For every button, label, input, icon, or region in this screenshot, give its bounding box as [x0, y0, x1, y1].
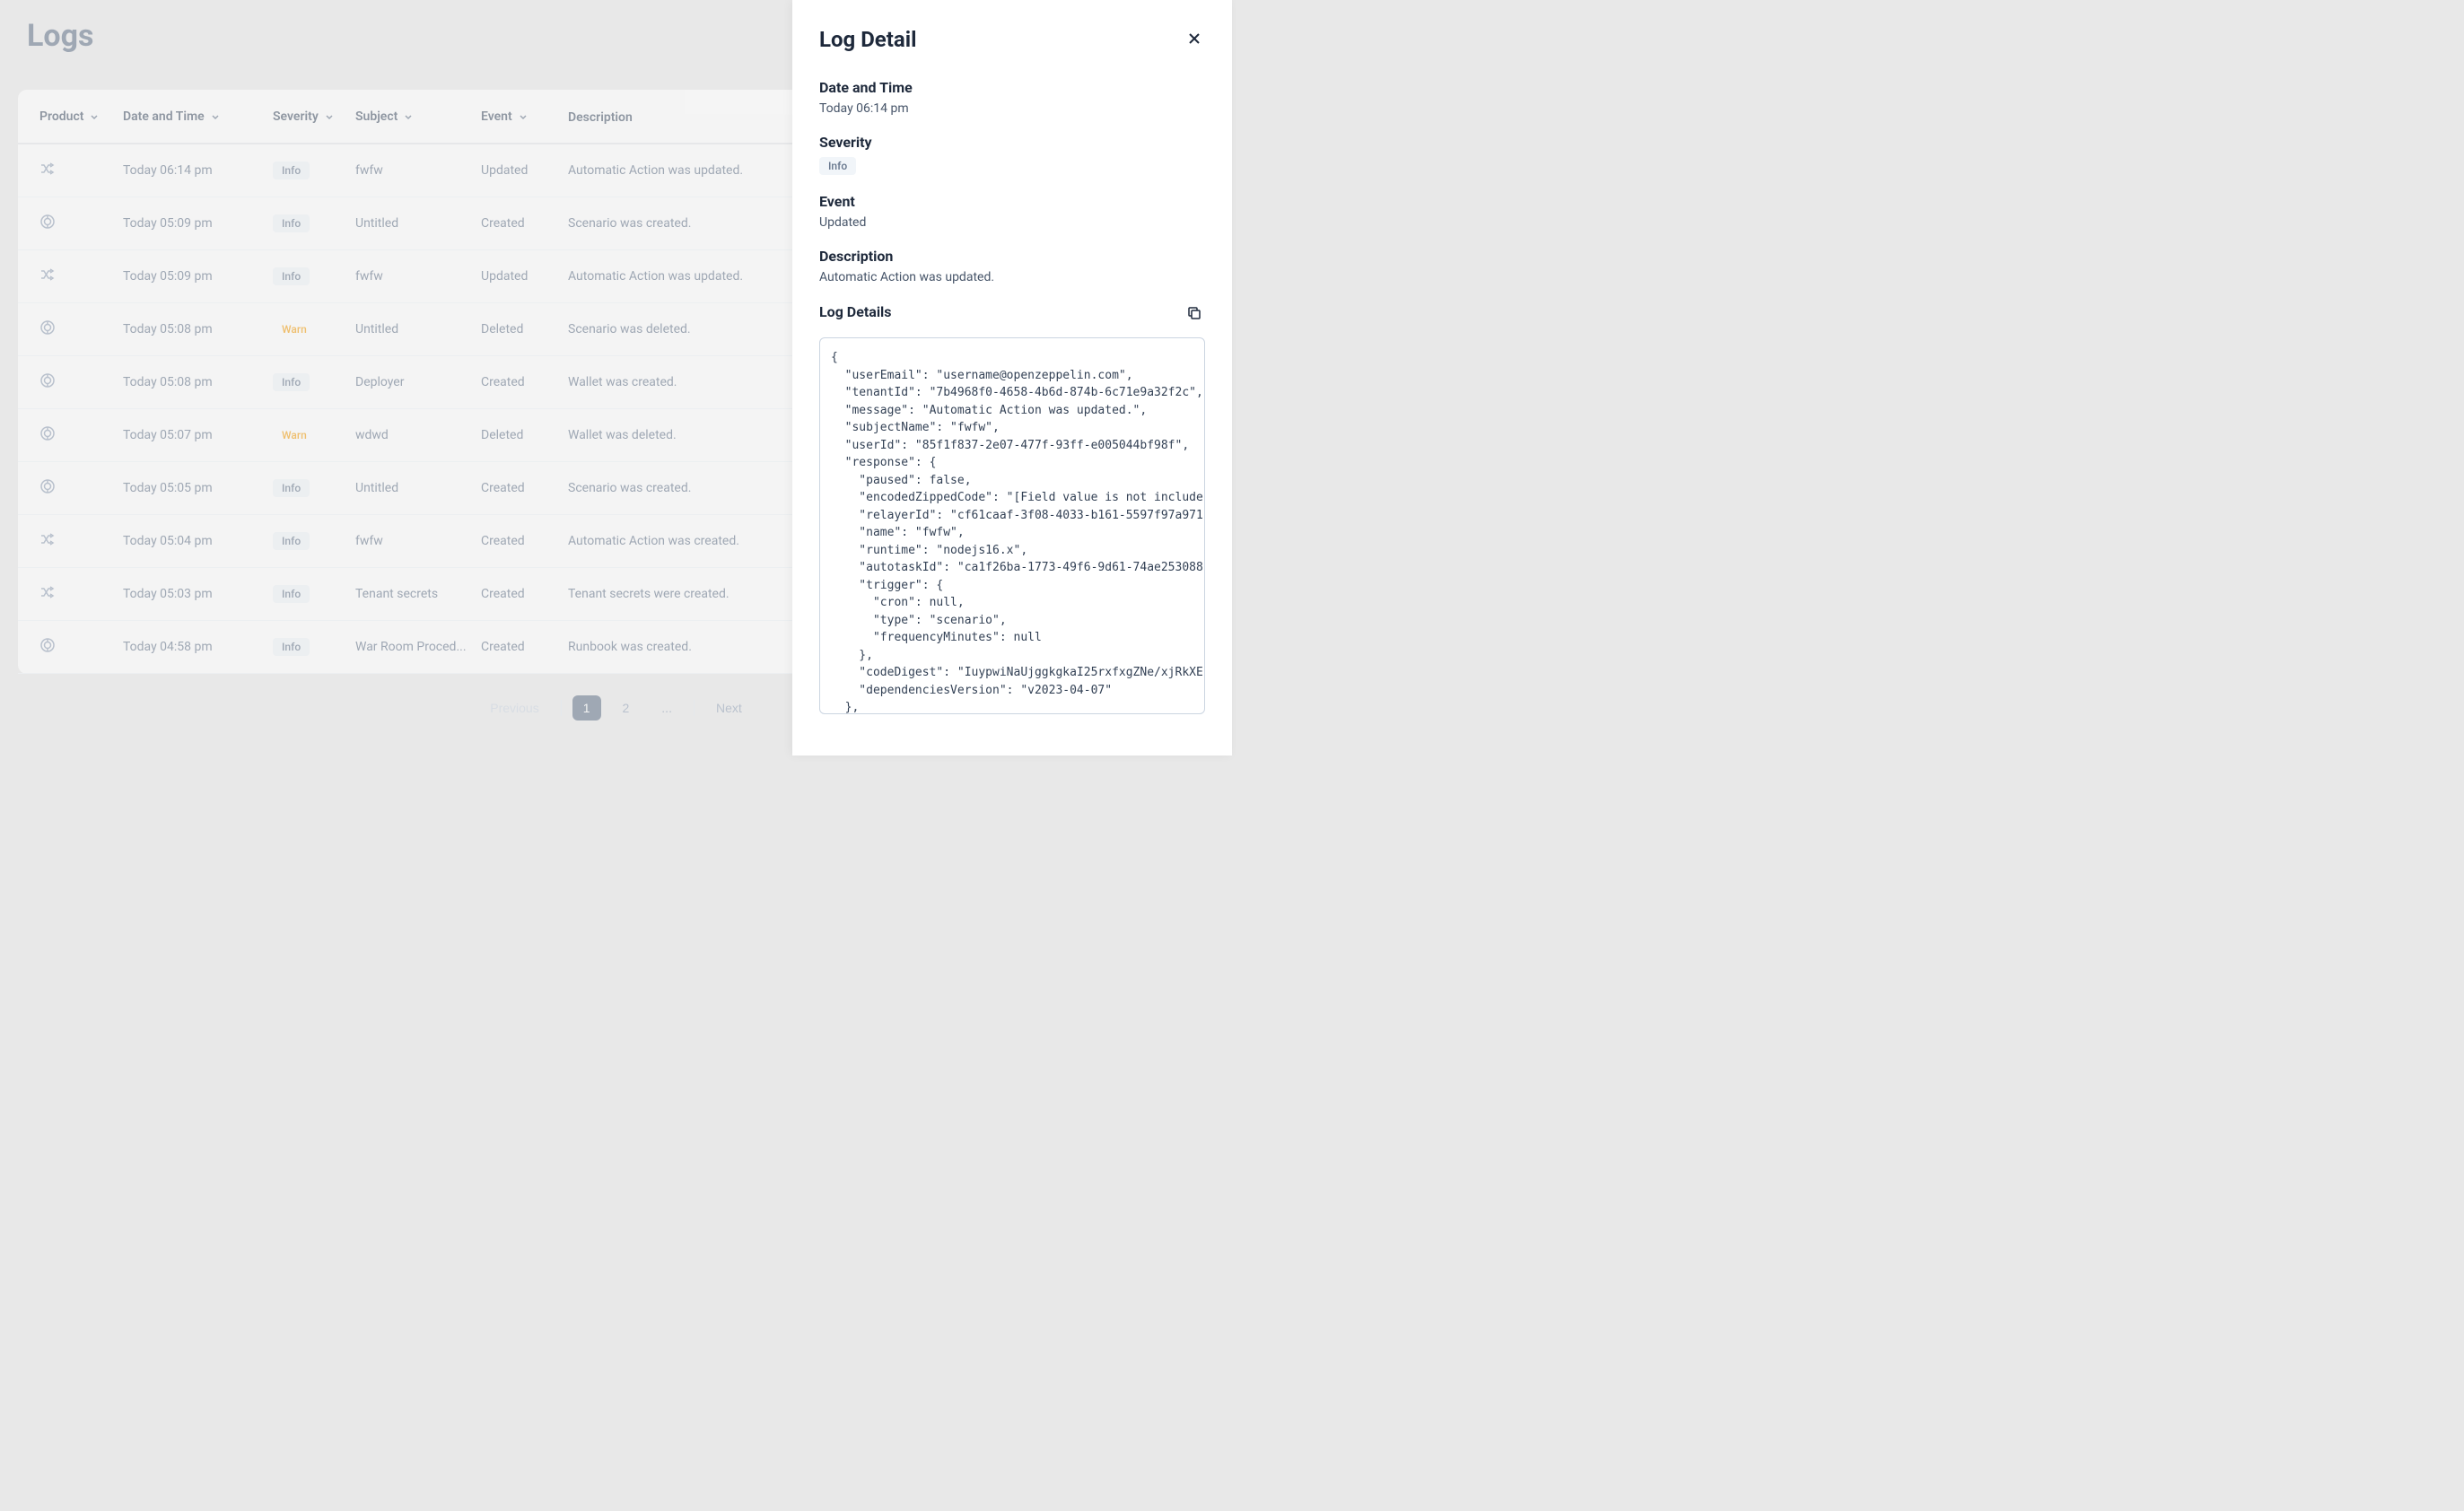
detail-description-value: Automatic Action was updated.: [819, 270, 1205, 284]
row-event: Created: [481, 587, 568, 601]
row-date: Today 05:09 pm: [123, 216, 273, 231]
chevron-down-icon: [89, 111, 100, 122]
close-button[interactable]: [1184, 28, 1205, 52]
row-date: Today 04:58 pm: [123, 640, 273, 654]
severity-badge: Info: [273, 532, 310, 550]
severity-badge: Warn: [273, 426, 316, 444]
row-date: Today 05:07 pm: [123, 428, 273, 442]
product-icon: [39, 425, 56, 445]
row-date: Today 06:14 pm: [123, 163, 273, 178]
row-date: Today 05:03 pm: [123, 587, 273, 601]
severity-badge: Warn: [273, 320, 316, 338]
severity-badge: Info: [273, 267, 310, 285]
severity-badge: Info: [273, 214, 310, 232]
row-date: Today 05:08 pm: [123, 375, 273, 389]
chevron-down-icon: [403, 111, 414, 122]
row-event: Deleted: [481, 428, 568, 442]
row-subject: wdwd: [355, 428, 481, 442]
product-icon: [39, 161, 56, 180]
detail-event-section: Event Updated: [819, 193, 1205, 230]
row-date: Today 05:04 pm: [123, 534, 273, 548]
product-icon: [39, 478, 56, 498]
row-subject: fwfw: [355, 534, 481, 548]
row-subject: Deployer: [355, 375, 481, 389]
severity-badge: Info: [273, 585, 310, 603]
page-ellipsis: ...: [651, 695, 683, 721]
column-label: Product: [39, 109, 83, 124]
close-icon: [1187, 31, 1201, 46]
copy-icon: [1187, 306, 1201, 320]
row-event: Created: [481, 534, 568, 548]
log-details-code[interactable]: { "userEmail": "username@openzeppelin.co…: [819, 337, 1205, 714]
panel-title: Log Detail: [819, 27, 916, 52]
row-event: Updated: [481, 269, 568, 284]
severity-badge: Info: [273, 479, 310, 497]
row-event: Updated: [481, 163, 568, 178]
product-icon: [39, 319, 56, 339]
product-icon: [39, 584, 56, 604]
detail-severity-label: Severity: [819, 134, 1205, 151]
page-title: Logs: [27, 18, 93, 54]
column-label: Subject: [355, 109, 398, 124]
chevron-down-icon: [324, 111, 335, 122]
row-subject: Untitled: [355, 481, 481, 495]
previous-button[interactable]: Previous: [479, 695, 549, 721]
detail-description-label: Description: [819, 248, 1205, 265]
log-details-header: Log Details: [819, 302, 1205, 327]
copy-button[interactable]: [1184, 302, 1205, 327]
product-icon: [39, 214, 56, 233]
severity-badge: Info: [819, 157, 856, 175]
severity-badge: Info: [273, 162, 310, 179]
product-icon: [39, 266, 56, 286]
pagination-divider: [561, 700, 562, 716]
severity-badge: Info: [273, 373, 310, 391]
row-event: Created: [481, 216, 568, 231]
column-header-subject[interactable]: Subject: [355, 108, 481, 125]
panel-header: Log Detail: [819, 27, 1205, 52]
chevron-down-icon: [518, 111, 529, 122]
column-header-product[interactable]: Product: [39, 108, 123, 125]
column-header-severity[interactable]: Severity: [273, 108, 355, 125]
log-details-label: Log Details: [819, 303, 892, 320]
next-button[interactable]: Next: [705, 695, 753, 721]
product-icon: [39, 637, 56, 657]
pagination-divider: [694, 700, 695, 716]
detail-event-value: Updated: [819, 215, 1205, 230]
detail-event-label: Event: [819, 193, 1205, 210]
row-subject: fwfw: [355, 269, 481, 284]
row-event: Created: [481, 481, 568, 495]
page-2-button[interactable]: 2: [612, 695, 641, 721]
row-subject: Untitled: [355, 322, 481, 336]
product-icon: [39, 531, 56, 551]
column-label: Description: [568, 110, 633, 125]
page-1-button[interactable]: 1: [572, 695, 601, 721]
row-subject: Untitled: [355, 216, 481, 231]
row-date: Today 05:05 pm: [123, 481, 273, 495]
row-subject: War Room Proced...: [355, 640, 481, 654]
row-event: Created: [481, 375, 568, 389]
detail-description-section: Description Automatic Action was updated…: [819, 248, 1205, 284]
column-label: Date and Time: [123, 109, 205, 124]
product-icon: [39, 372, 56, 392]
row-subject: Tenant secrets: [355, 587, 481, 601]
row-date: Today 05:09 pm: [123, 269, 273, 284]
row-subject: fwfw: [355, 163, 481, 178]
column-label: Severity: [273, 109, 319, 124]
detail-date-label: Date and Time: [819, 79, 1205, 96]
row-event: Deleted: [481, 322, 568, 336]
row-date: Today 05:08 pm: [123, 322, 273, 336]
column-label: Event: [481, 109, 512, 124]
detail-severity-section: Severity Info: [819, 134, 1205, 175]
chevron-down-icon: [210, 111, 221, 122]
detail-date-section: Date and Time Today 06:14 pm: [819, 79, 1205, 116]
column-header-event[interactable]: Event: [481, 108, 568, 125]
column-header-date[interactable]: Date and Time: [123, 108, 273, 125]
row-event: Created: [481, 640, 568, 654]
severity-badge: Info: [273, 638, 310, 656]
detail-date-value: Today 06:14 pm: [819, 101, 1205, 116]
log-detail-panel: Log Detail Date and Time Today 06:14 pm …: [792, 0, 1232, 756]
